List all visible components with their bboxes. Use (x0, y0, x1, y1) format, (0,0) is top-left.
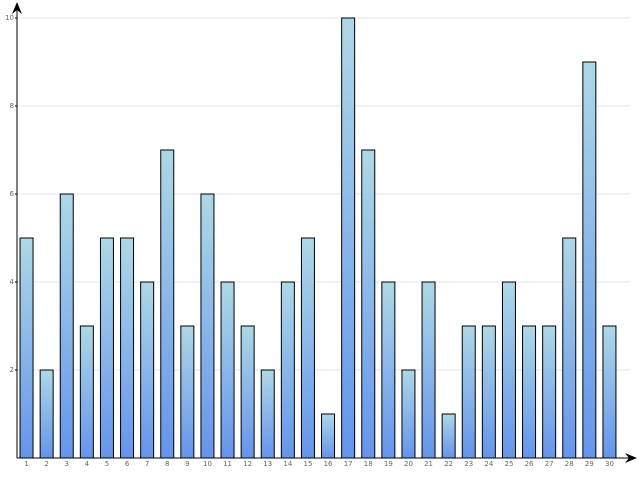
x-tick-label: 5 (105, 460, 109, 468)
x-tick-label: 22 (444, 460, 453, 468)
x-tick-label: 8 (165, 460, 169, 468)
x-axis-arrow (625, 453, 637, 463)
bar (280, 281, 295, 459)
x-tick-label: 2 (44, 460, 48, 468)
bar (200, 193, 215, 459)
y-tick-label: 6 (10, 190, 15, 198)
x-tick-label: 13 (263, 460, 272, 468)
bar (542, 325, 557, 459)
bar (421, 281, 436, 459)
x-tick-label: 21 (424, 460, 433, 468)
x-tick-label: 30 (605, 460, 614, 468)
bar (99, 237, 114, 459)
x-tick-label: 19 (384, 460, 393, 468)
bar (19, 237, 34, 459)
y-tick-label: 8 (10, 102, 14, 110)
bar (240, 325, 255, 459)
x-tick-label: 16 (324, 460, 333, 468)
x-tick-label: 15 (303, 460, 312, 468)
bar (562, 237, 577, 459)
bar (602, 325, 617, 459)
bar (582, 61, 597, 459)
bar (140, 281, 155, 459)
bar (481, 325, 496, 459)
y-tick-label: 4 (10, 278, 15, 286)
x-tick-label: 26 (525, 460, 534, 468)
bar (321, 413, 336, 459)
x-tick-label: 24 (484, 460, 493, 468)
x-tick-label: 18 (364, 460, 373, 468)
x-tick-label: 17 (344, 460, 353, 468)
x-tick-label: 10 (203, 460, 212, 468)
x-tick-label: 12 (243, 460, 252, 468)
bar (160, 149, 175, 459)
y-tick-label: 2 (10, 366, 14, 374)
x-tick-label: 3 (65, 460, 69, 468)
bar (361, 149, 376, 459)
bar (220, 281, 235, 459)
x-tick-label: 1 (24, 460, 28, 468)
y-axis-arrow (12, 2, 22, 14)
bar (341, 17, 356, 459)
bar (120, 237, 135, 459)
x-tick-label: 14 (283, 460, 292, 468)
bar (401, 369, 416, 459)
x-tick-label: 6 (125, 460, 130, 468)
bar (79, 325, 94, 459)
bar (441, 413, 456, 459)
bar (300, 237, 315, 459)
bar (59, 193, 74, 459)
bar (260, 369, 275, 459)
x-tick-label: 20 (404, 460, 413, 468)
x-tick-label: 28 (565, 460, 574, 468)
x-tick-label: 7 (145, 460, 149, 468)
bar (522, 325, 537, 459)
x-tick-label: 29 (585, 460, 594, 468)
y-tick-label: 10 (5, 14, 14, 22)
x-tick-label: 23 (464, 460, 473, 468)
x-tick-label: 11 (223, 460, 232, 468)
x-tick-label: 9 (185, 460, 189, 468)
x-tick-label: 4 (85, 460, 90, 468)
x-tick-label: 25 (504, 460, 513, 468)
bar (501, 281, 516, 459)
x-tick-label: 27 (545, 460, 554, 468)
bar (39, 369, 54, 459)
bar (381, 281, 396, 459)
bar (180, 325, 195, 459)
bar (461, 325, 476, 459)
